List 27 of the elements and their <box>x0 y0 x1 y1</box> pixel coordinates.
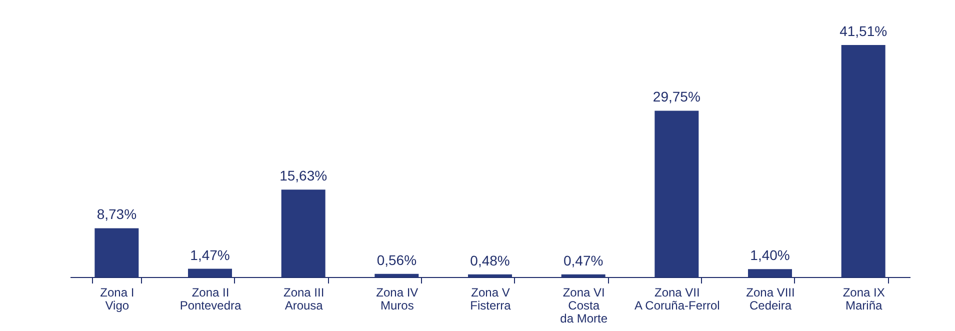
x-tick-label: Zona II Pontevedra <box>180 286 242 312</box>
x-tick-label: Zona IX Mariña <box>842 286 885 312</box>
x-tick-label: Zona VIII Cedeira <box>746 286 795 312</box>
x-tick-label: Zona III Arousa <box>283 286 324 312</box>
bar <box>468 274 512 277</box>
x-tick-label: Zona I Vigo <box>100 286 134 312</box>
bar <box>281 190 326 277</box>
bar <box>654 110 699 277</box>
data-label: 0,56% <box>376 252 417 268</box>
data-label: 29,75% <box>652 88 700 105</box>
x-tick-label: Zona VI Costa da Morte <box>560 286 608 326</box>
data-label: 8,73% <box>96 206 137 222</box>
data-label: 0,48% <box>470 252 510 268</box>
data-label: 1,40% <box>750 247 790 264</box>
data-label: 1,47% <box>190 246 230 263</box>
data-label: 41,51% <box>840 23 888 39</box>
bar <box>561 274 606 277</box>
x-tick-label: Zona VII A Coruña-Ferrol <box>634 286 720 312</box>
bar <box>188 268 232 277</box>
data-label: 15,63% <box>280 168 328 184</box>
data-label: 0,47% <box>563 252 604 268</box>
bar <box>374 274 419 277</box>
bar <box>841 45 886 277</box>
x-tick-label: Zona IV Muros <box>376 286 418 312</box>
bar <box>748 269 792 277</box>
bar <box>94 228 139 277</box>
x-tick-label: Zona V Fisterra <box>470 286 512 312</box>
